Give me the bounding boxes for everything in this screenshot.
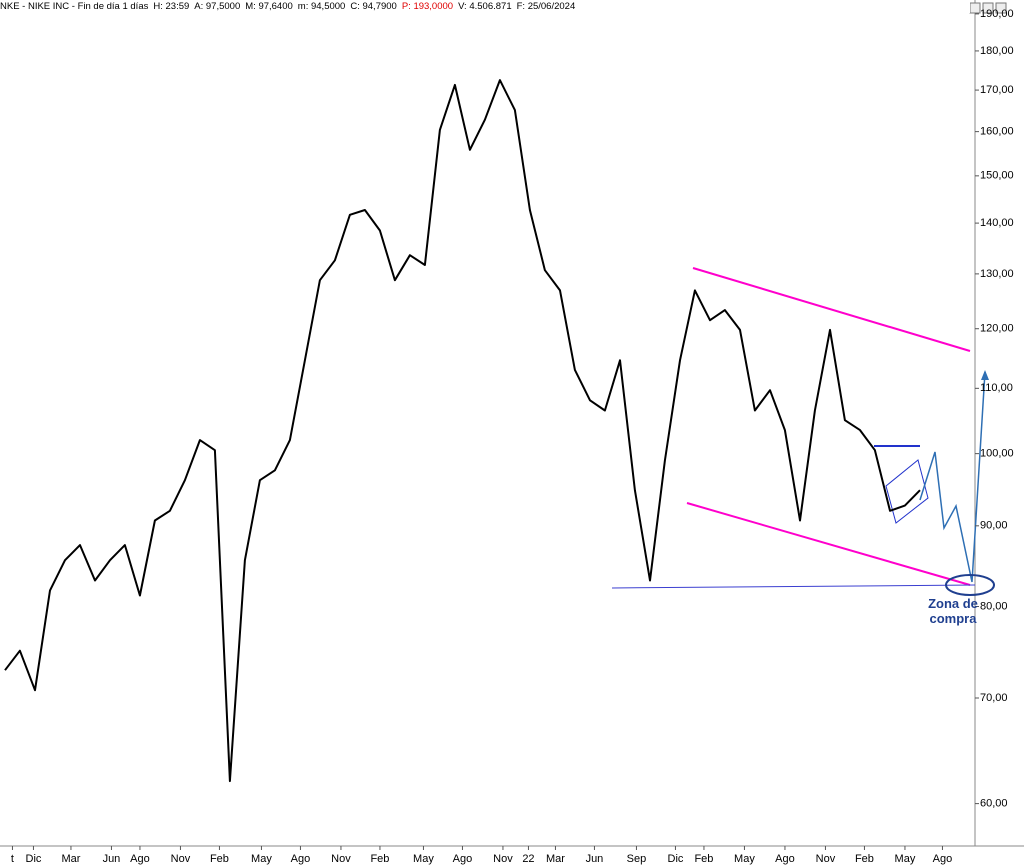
x-tick-label: Sep xyxy=(627,853,647,865)
horizontal-support xyxy=(611,584,976,589)
flag-channel xyxy=(885,459,929,524)
x-tick-label: Feb xyxy=(370,853,389,865)
x-tick-label: Nov xyxy=(171,853,191,865)
header-item: C: 94,7900 xyxy=(350,1,397,12)
x-tick-label: 22 xyxy=(522,853,534,865)
y-tick-label: 100,00 xyxy=(980,448,1014,460)
x-tick-label: May xyxy=(251,853,272,865)
x-tick-label: t xyxy=(11,853,14,865)
y-tick-label: 170,00 xyxy=(980,84,1014,96)
x-tick-label: Dic xyxy=(668,853,684,865)
x-tick-label: May xyxy=(734,853,755,865)
x-tick-label: Ago xyxy=(453,853,473,865)
header-item: M: 97,6400 xyxy=(245,1,293,12)
projection-path xyxy=(919,371,986,583)
x-tick-label: Dic xyxy=(26,853,42,865)
header-item: NKE - NIKE INC - Fin de día 1 días xyxy=(0,1,149,12)
y-tick-label: 180,00 xyxy=(980,45,1014,57)
x-tick-label: Ago xyxy=(933,853,953,865)
y-tick-label: 190,00 xyxy=(980,8,1014,20)
y-tick-label: 130,00 xyxy=(980,268,1014,280)
header-item: H: 23:59 xyxy=(153,1,190,12)
buy-zone-ellipse xyxy=(945,574,995,596)
y-tick-label: 80,00 xyxy=(980,600,1008,612)
x-tick-label: Ago xyxy=(291,853,311,865)
y-tick-label: 140,00 xyxy=(980,217,1014,229)
x-tick-label: Jun xyxy=(103,853,121,865)
header: NKE - NIKE INC - Fin de día 1 días H: 23:… xyxy=(0,0,970,13)
y-tick-label: 110,00 xyxy=(980,382,1013,394)
minimize-button[interactable] xyxy=(969,2,981,14)
x-tick-label: May xyxy=(895,853,916,865)
header-item: F: 25/06/2024 xyxy=(516,1,576,12)
maximize-button[interactable] xyxy=(982,2,994,14)
y-tick-label: 150,00 xyxy=(980,170,1014,182)
x-tick-label: Feb xyxy=(694,853,713,865)
x-tick-label: Nov xyxy=(816,853,836,865)
x-tick-label: Nov xyxy=(331,853,351,865)
header-item: V: 4.506.871 xyxy=(458,1,512,12)
x-tick-label: Ago xyxy=(130,853,150,865)
x-tick-label: Feb xyxy=(210,853,229,865)
support-line xyxy=(686,502,971,586)
y-tick-label: 160,00 xyxy=(980,126,1014,138)
header-item: m: 94,5000 xyxy=(297,1,346,12)
arrow-head xyxy=(981,370,989,380)
resistance-line xyxy=(692,267,971,352)
price-line xyxy=(4,79,921,783)
y-tick-label: 90,00 xyxy=(980,520,1008,532)
x-tick-label: Nov xyxy=(493,853,513,865)
close-button[interactable] xyxy=(995,2,1007,14)
y-tick-label: 60,00 xyxy=(980,798,1008,810)
header-item: P: 193,0000 xyxy=(401,1,454,12)
x-tick-label: Feb xyxy=(855,853,874,865)
y-tick-label: 120,00 xyxy=(980,323,1014,335)
y-tick-label: 70,00 xyxy=(980,692,1008,704)
x-tick-label: Ago xyxy=(775,853,795,865)
annotation: Zona de compra xyxy=(928,596,978,626)
axis-panel xyxy=(975,0,1024,866)
header-item: A: 97,5000 xyxy=(194,1,241,12)
x-tick-label: May xyxy=(413,853,434,865)
x-tick-label: Mar xyxy=(546,853,565,865)
x-tick-label: Jun xyxy=(586,853,604,865)
x-tick-label: Mar xyxy=(61,853,80,865)
